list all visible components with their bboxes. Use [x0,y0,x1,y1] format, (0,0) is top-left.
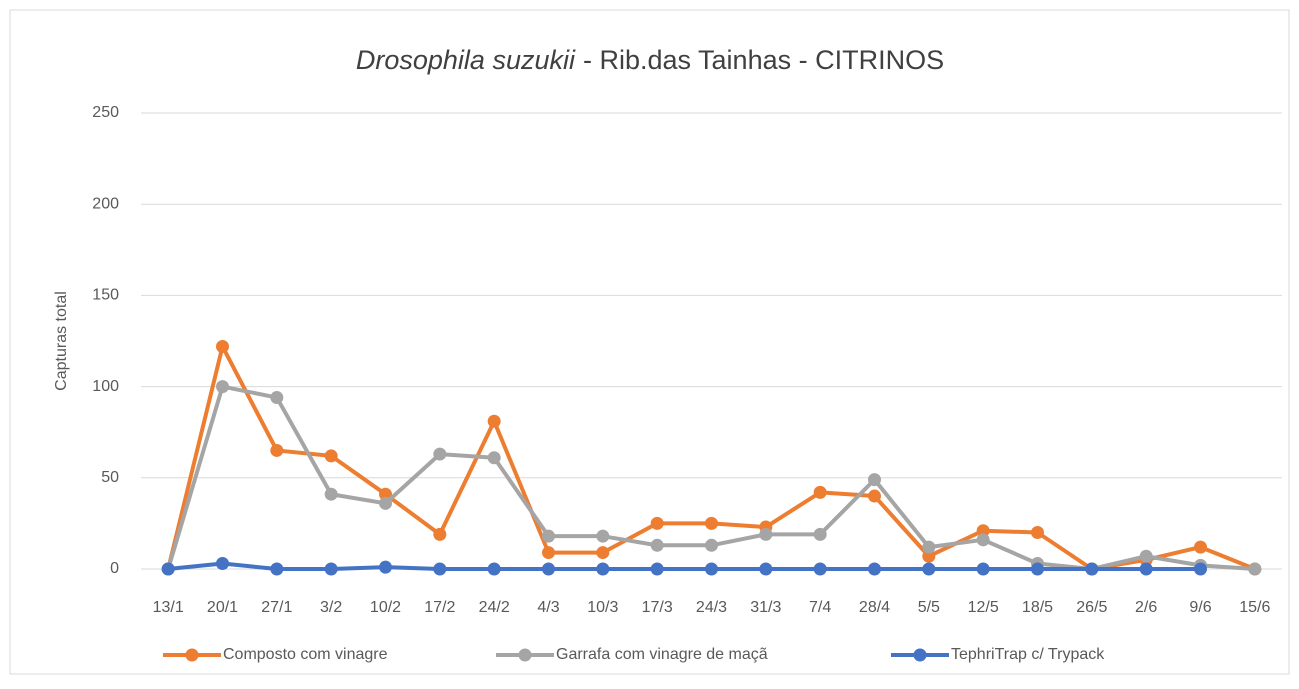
data-point [1139,562,1153,576]
data-point [1194,562,1207,576]
legend-marker [913,648,927,662]
data-point [868,562,881,576]
data-point [922,549,936,563]
y-tick-label: 100 [92,378,119,395]
x-tick-label: 28/4 [859,599,890,616]
x-tick-label: 24/3 [696,599,727,616]
data-point [868,473,881,487]
data-point [270,562,284,576]
data-point [813,485,827,499]
data-point [270,391,284,405]
data-point [650,516,664,530]
x-tick-label: 20/1 [207,599,238,616]
data-point [922,540,936,554]
data-point [868,489,881,503]
legend-marker [185,648,199,662]
data-point [216,557,229,571]
data-point [596,529,610,543]
x-tick-label: 17/3 [642,599,673,616]
x-tick-label: 7/4 [809,599,831,616]
data-point [922,562,936,576]
data-point [1031,526,1044,540]
chart-title: Drosophila suzukii - Rib.das Tainhas - CI… [356,45,944,75]
x-tick-label: 15/6 [1239,599,1270,616]
data-point [705,562,718,576]
data-point [813,562,827,576]
data-point [270,443,284,457]
legend-label: TephriTrap c/ Trypack [951,646,1105,663]
data-point [1085,562,1099,576]
data-point [487,562,501,576]
legend-label: Garrafa com vinagre de maçã [556,646,768,663]
data-point [379,487,392,501]
x-tick-label: 18/5 [1022,599,1053,616]
data-point [650,538,664,552]
x-tick-label: 3/2 [320,599,342,616]
x-tick-label: 31/3 [750,599,781,616]
x-tick-label: 12/5 [968,599,999,616]
data-point [650,562,664,576]
data-point [324,487,338,501]
series-line [167,561,1201,571]
data-point [759,527,773,541]
data-point [324,562,338,576]
x-tick-label: 13/1 [153,599,184,616]
data-point [487,451,501,465]
y-tick-label: 200 [92,195,119,212]
data-point [1031,562,1044,576]
y-tick-label: 0 [110,560,119,577]
x-tick-label: 24/2 [479,599,510,616]
data-point [759,562,773,576]
data-point [433,447,447,461]
data-point [596,546,610,560]
chart-frame [9,9,1290,675]
x-tick-label: 17/2 [424,599,455,616]
data-point [487,414,501,428]
x-tick-label: 26/5 [1076,599,1107,616]
y-tick-label: 150 [92,287,119,304]
data-point [379,560,392,574]
x-tick-label: 9/6 [1189,599,1211,616]
x-tick-label: 5/5 [918,599,940,616]
data-point [705,538,718,552]
x-tick-label: 27/1 [261,599,292,616]
x-tick-label: 4/3 [537,599,559,616]
legend-marker [518,648,532,662]
data-point [976,524,990,538]
data-point [216,339,229,353]
data-point [1248,562,1262,576]
data-point [813,527,827,541]
y-tick-label: 250 [92,104,119,121]
data-point [379,496,392,510]
y-tick-label: 50 [101,469,119,486]
data-point [705,516,718,530]
data-point [324,449,338,463]
title-rest: - Rib.das Tainhas - CITRINOS [583,45,944,75]
data-point [542,546,555,560]
x-tick-label: 10/2 [370,599,401,616]
data-point [433,562,447,576]
data-point [433,527,447,541]
legend-label: Composto com vinagre [223,646,388,663]
data-point [1139,549,1153,563]
data-point [161,562,175,576]
data-point [1194,540,1207,554]
data-point [542,529,555,543]
data-point [976,533,990,547]
data-point [216,380,229,394]
x-tick-label: 2/6 [1135,599,1157,616]
data-point [542,562,555,576]
title-species: Drosophila suzukii [356,45,576,75]
y-axis-label: Capturas total [53,291,70,391]
data-point [596,562,610,576]
x-tick-label: 10/3 [587,599,618,616]
data-point [976,562,990,576]
